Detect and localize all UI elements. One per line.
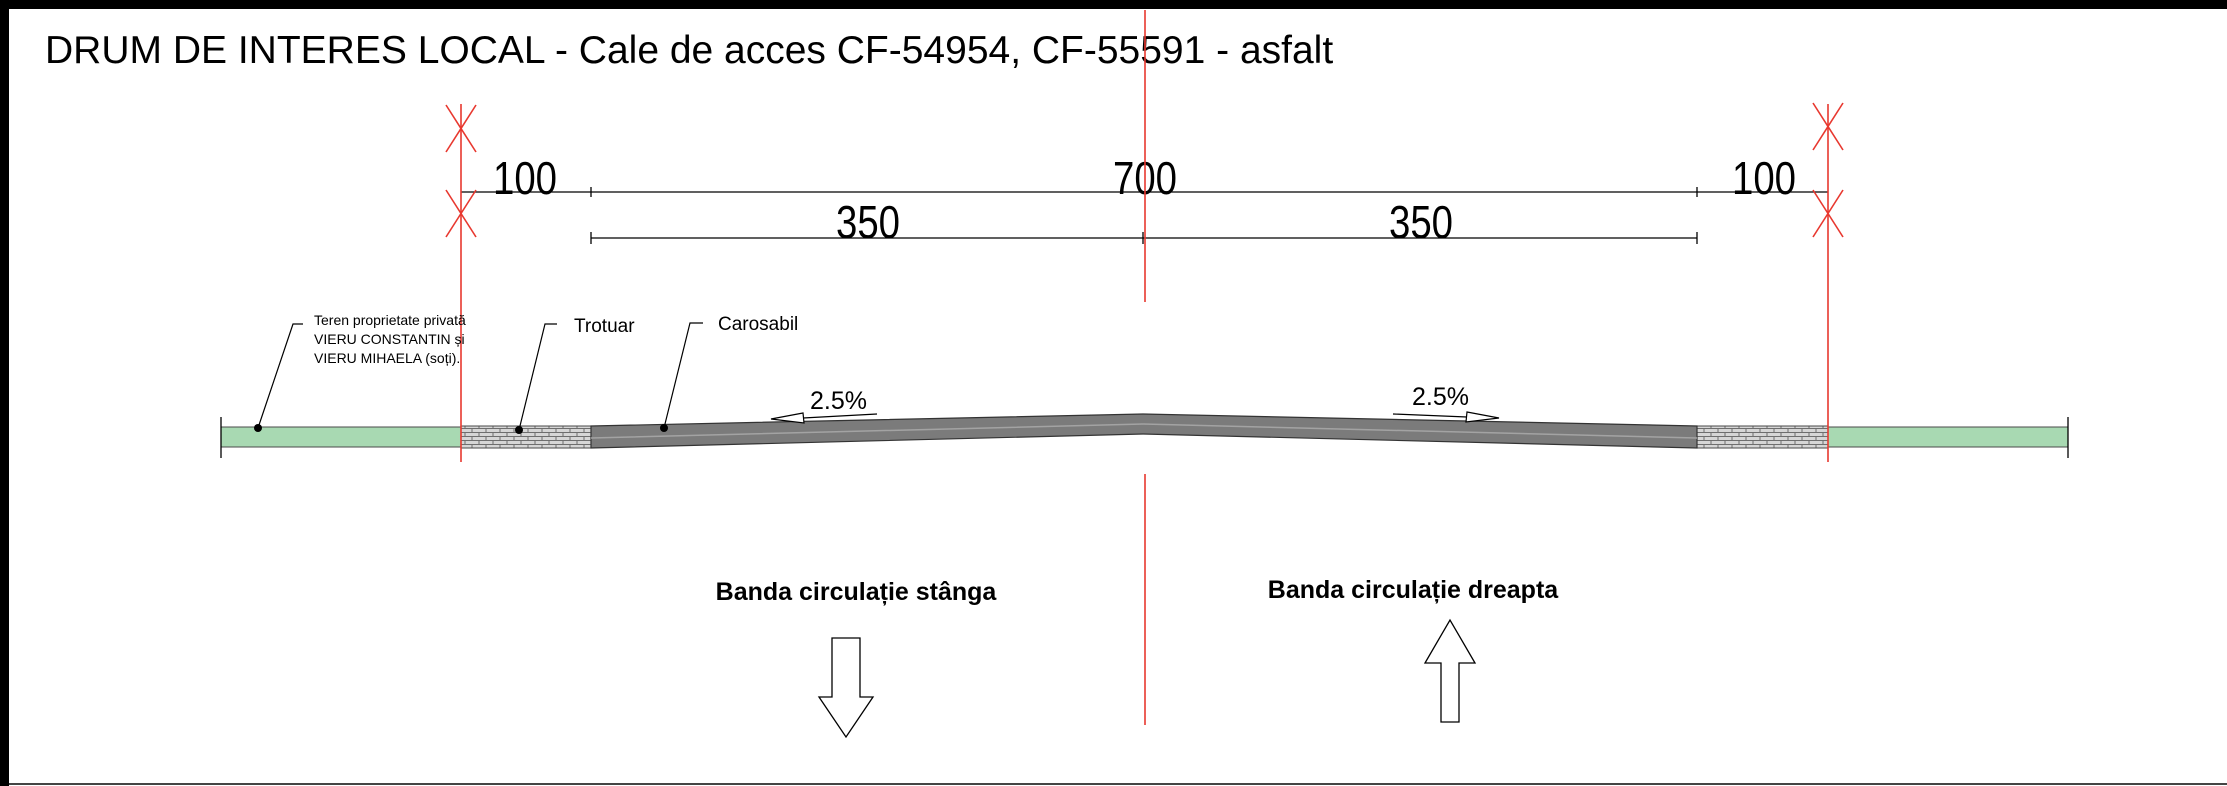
dim-left-sidewalk: 100 [493,152,557,204]
sidewalk-left [460,425,592,449]
callout-sidewalk: Trotuar [574,316,635,337]
slope-right-arrowhead [1465,411,1500,423]
dim-right-sidewalk: 100 [1732,152,1796,204]
sidewalk-right [1696,425,1829,449]
leader-private-land [257,323,303,429]
dim-left-lane: 350 [836,196,900,248]
slope-arrows [770,411,1500,424]
slope-right-line [1392,413,1468,418]
callout-dot-sidewalk [515,426,523,434]
callout-leaders [257,322,703,431]
drawing-title: DRUM DE INTERES LOCAL - Cale de acces CF… [45,29,1333,72]
slope-right-label: 2.5% [1412,383,1469,411]
leader-roadway [663,322,703,429]
asphalt-layer-line [590,423,1698,439]
callout-dot-private-land [254,424,262,432]
asphalt-roadway [590,413,1698,449]
arrow-up-icon [1423,618,1477,723]
leader-sidewalk [518,323,557,431]
slope-left-label: 2.5% [810,387,867,415]
green-strip-right [1827,426,2069,448]
callout-roadway: Carosabil [718,314,798,335]
arrow-down-icon [817,637,875,739]
callout-dot-roadway [660,424,668,432]
slope-left-arrowhead [770,412,805,424]
frame-top [0,0,2227,9]
callout-private-land-line2: VIERU CONSTANTIN și [314,331,465,347]
callout-private-land-line3: VIERU MIHAELA (soți). [314,350,460,366]
dim-right-lane: 350 [1389,196,1453,248]
frame-left [0,0,9,786]
axis-lines [445,10,1844,725]
callout-private-land-line1: Teren proprietate privată [314,312,466,328]
lane-left-label: Banda circulație stânga [716,578,998,606]
lane-right-label: Banda circulație dreapta [1268,576,1559,604]
slope-left-line [802,413,878,419]
